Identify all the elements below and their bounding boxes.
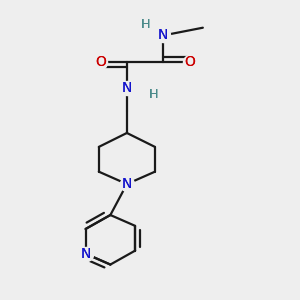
Text: O: O bbox=[184, 55, 195, 69]
Text: N: N bbox=[122, 81, 132, 95]
Text: H: H bbox=[148, 88, 158, 101]
Text: O: O bbox=[95, 55, 106, 69]
Text: H: H bbox=[140, 18, 150, 31]
Text: N: N bbox=[158, 28, 168, 42]
Text: N: N bbox=[122, 81, 132, 95]
Text: H: H bbox=[148, 88, 158, 101]
Text: O: O bbox=[184, 55, 195, 69]
Text: N: N bbox=[122, 177, 132, 191]
Text: H: H bbox=[148, 88, 158, 101]
Text: N: N bbox=[80, 247, 91, 261]
Text: O: O bbox=[95, 55, 106, 69]
Text: H: H bbox=[140, 18, 150, 31]
Text: H: H bbox=[140, 18, 150, 31]
Text: N: N bbox=[80, 247, 91, 261]
Text: N: N bbox=[158, 28, 168, 42]
Text: N: N bbox=[122, 177, 132, 191]
